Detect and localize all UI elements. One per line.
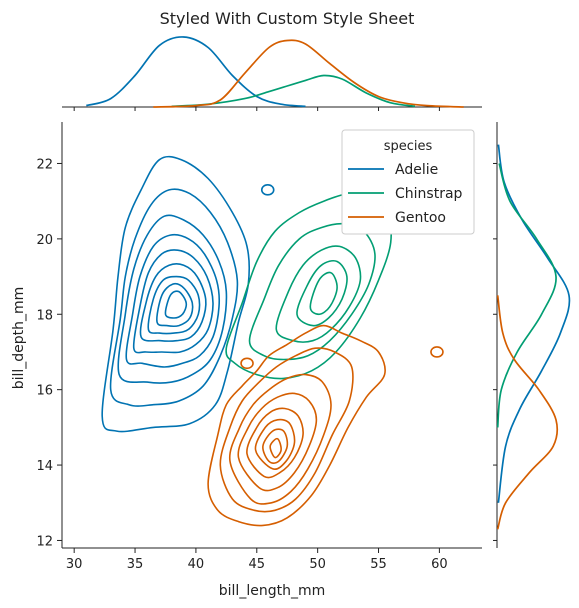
contour-gentoo-level-8 xyxy=(269,437,282,459)
y-density-gentoo xyxy=(496,295,559,530)
chart-title: Styled With Custom Style Sheet xyxy=(160,9,415,28)
y-tick-label: 12 xyxy=(36,534,53,549)
x-axis-label: bill_length_mm xyxy=(219,583,325,599)
contour-adelie-level-2 xyxy=(109,188,239,407)
contour-adelie-level-3 xyxy=(117,214,228,384)
y-tick-label: 16 xyxy=(36,384,53,399)
legend-frame xyxy=(341,129,475,235)
y-density-chinstrap xyxy=(496,163,557,428)
x-density-chinstrap xyxy=(171,74,416,108)
y-density-adelie xyxy=(497,144,571,503)
x-marginal-density xyxy=(62,36,482,111)
contour-adelie-level-4 xyxy=(125,233,221,368)
legend-label-chinstrap: Chinstrap xyxy=(395,186,463,202)
x-density-adelie xyxy=(86,36,306,108)
contour-gentoo-level-5 xyxy=(246,407,304,479)
contour-layer xyxy=(101,155,444,527)
contour-chinstrap-level-3 xyxy=(275,245,362,343)
x-tick-label: 50 xyxy=(309,557,326,572)
contour-adelie-level-6 xyxy=(139,263,207,342)
legend-label-adelie: Adelie xyxy=(395,162,438,178)
x-tick-label: 60 xyxy=(431,557,448,572)
x-tick-label: 55 xyxy=(370,557,387,572)
contour-island-gentoo-1 xyxy=(240,357,254,370)
y-axis-label: bill_depth_mm xyxy=(11,287,27,390)
legend: species Adelie Chinstrap Gentoo xyxy=(341,129,475,235)
contour-adelie-level-9 xyxy=(164,290,188,319)
x-tick-label: 30 xyxy=(66,557,83,572)
contour-gentoo-level-6 xyxy=(254,418,296,471)
contour-island-adelie-1 xyxy=(260,184,275,196)
y-tick-label: 18 xyxy=(36,308,53,323)
contour-adelie-level-8 xyxy=(156,282,194,328)
contour-gentoo-level-2 xyxy=(219,347,354,513)
legend-label-gentoo: Gentoo xyxy=(395,210,446,226)
axes-layer: 30 35 40 45 50 55 60 12 14 16 18 20 22 xyxy=(36,122,482,572)
legend-title: species xyxy=(384,139,433,154)
joint-plot-area: 30 35 40 45 50 55 60 12 14 16 18 20 22 xyxy=(36,122,482,572)
contour-chinstrap-level-4 xyxy=(296,259,348,327)
contour-adelie-level-1 xyxy=(101,155,251,433)
y-tick-label: 20 xyxy=(36,233,53,248)
contour-gentoo-level-1 xyxy=(207,324,386,527)
y-tick-label: 14 xyxy=(36,459,53,474)
x-tick-label: 40 xyxy=(188,557,205,572)
contour-island-gentoo-2 xyxy=(430,346,444,358)
x-density-gentoo xyxy=(153,39,464,108)
x-tick-label: 35 xyxy=(127,557,144,572)
y-marginal-density xyxy=(493,122,571,548)
contour-adelie-level-7 xyxy=(147,275,201,335)
contour-gentoo-level-3 xyxy=(228,373,332,505)
contours-adelie xyxy=(101,155,275,433)
x-tick-label: 45 xyxy=(249,557,266,572)
contour-gentoo-level-7 xyxy=(262,428,289,464)
contour-chinstrap-level-5 xyxy=(309,271,338,316)
y-tick-label: 22 xyxy=(36,157,53,172)
contour-adelie-level-5 xyxy=(132,249,214,354)
contour-gentoo-level-4 xyxy=(237,392,318,492)
contours-gentoo xyxy=(207,324,444,527)
